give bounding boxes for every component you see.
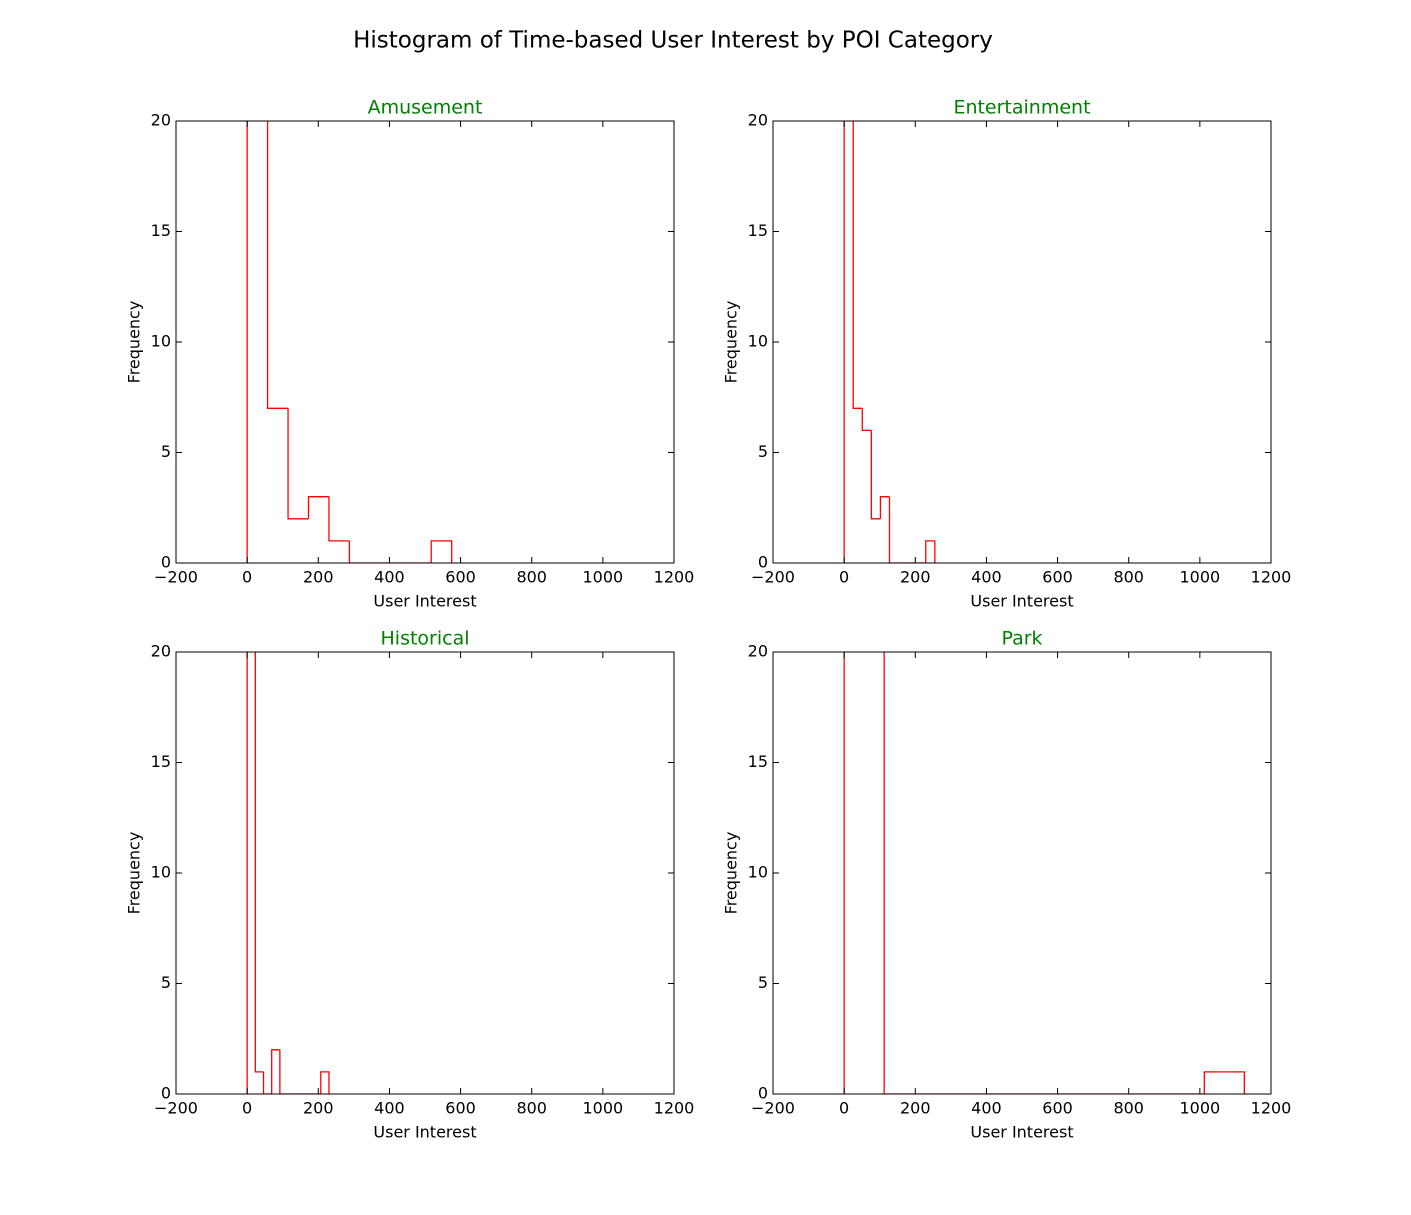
x-tick-label: 800 (516, 1099, 547, 1118)
x-tick-label: 1200 (1251, 568, 1292, 587)
x-tick-label: 800 (1113, 568, 1144, 587)
x-tick-label: 0 (242, 568, 252, 587)
y-tick-label: 20 (748, 111, 768, 130)
plot-area (843, 121, 936, 563)
y-tick-label: 5 (161, 973, 171, 992)
x-tick-label: 400 (971, 568, 1002, 587)
x-tick-label: 1200 (1251, 1099, 1292, 1118)
plot-area (843, 652, 1245, 1094)
x-tick-label: 600 (445, 568, 476, 587)
x-axis-label: User Interest (373, 592, 476, 611)
axes-title: Entertainment (953, 97, 1090, 119)
x-tick-label: 800 (516, 568, 547, 587)
x-tick-label: 1000 (582, 1099, 623, 1118)
axes-title: Historical (381, 628, 470, 650)
x-tick-label: 800 (1113, 1099, 1144, 1118)
x-tick-label: 600 (1042, 568, 1073, 587)
y-tick-label: 15 (151, 221, 171, 240)
x-tick-label: 1000 (1179, 1099, 1220, 1118)
histogram-bin (328, 496, 350, 542)
x-tick-label: −200 (154, 568, 198, 587)
x-tick-label: 1000 (1179, 568, 1220, 587)
histogram-bin (430, 540, 453, 563)
x-tick-label: 200 (900, 568, 931, 587)
histogram-bin (1203, 1071, 1245, 1094)
y-tick-label: 0 (161, 1084, 171, 1103)
y-tick-label: 15 (748, 752, 768, 771)
figure-title: Histogram of Time-based User Interest by… (353, 28, 993, 54)
x-axis-label: User Interest (970, 592, 1073, 611)
histogram-bin (287, 408, 309, 520)
y-tick-label: 20 (151, 111, 171, 130)
x-tick-label: 200 (900, 1099, 931, 1118)
histogram-bin (266, 121, 289, 409)
y-axis-label: Frequency (722, 301, 741, 384)
y-tick-label: 5 (758, 973, 768, 992)
y-axis-label: Frequency (125, 301, 144, 384)
x-tick-label: 400 (374, 568, 405, 587)
histogram-bin (861, 408, 872, 432)
histogram-bin (307, 496, 329, 519)
plot-area (246, 652, 330, 1094)
plot-area (246, 121, 453, 563)
x-tick-label: 1000 (582, 568, 623, 587)
axes-title: Park (1001, 628, 1042, 650)
x-tick-label: 0 (839, 568, 849, 587)
histogram-bin (348, 540, 370, 563)
y-tick-label: 5 (758, 442, 768, 461)
histogram-bin (870, 430, 881, 520)
x-tick-label: 200 (303, 568, 334, 587)
x-tick-label: −200 (154, 1099, 198, 1118)
x-tick-label: 1200 (654, 568, 695, 587)
histogram-bin (888, 496, 899, 563)
x-axis-label: User Interest (373, 1123, 476, 1142)
y-tick-label: 10 (151, 332, 171, 351)
x-tick-label: 0 (242, 1099, 252, 1118)
x-tick-label: 200 (303, 1099, 334, 1118)
x-tick-label: 400 (374, 1099, 405, 1118)
y-axis-label: Frequency (125, 832, 144, 915)
y-tick-label: 15 (748, 221, 768, 240)
y-tick-label: 15 (151, 752, 171, 771)
axes-title: Amusement (368, 97, 483, 119)
histogram-bin (254, 652, 264, 1073)
y-axis-label: Frequency (722, 832, 741, 915)
y-tick-label: 0 (758, 553, 768, 572)
x-tick-label: 400 (971, 1099, 1002, 1118)
x-axis-label: User Interest (970, 1123, 1073, 1142)
histogram-bin (246, 652, 248, 1094)
histogram-bin (246, 121, 248, 563)
histogram-bin (271, 1049, 280, 1094)
x-tick-label: 1200 (654, 1099, 695, 1118)
x-tick-label: −200 (751, 1099, 795, 1118)
y-tick-label: 0 (161, 553, 171, 572)
histogram-bin (879, 496, 890, 519)
y-tick-label: 0 (758, 1084, 768, 1103)
x-tick-label: 600 (445, 1099, 476, 1118)
histogram-bin (279, 1049, 289, 1094)
histogram-bin (852, 121, 863, 409)
y-tick-label: 20 (748, 642, 768, 661)
x-tick-label: 600 (1042, 1099, 1073, 1118)
y-tick-label: 20 (151, 642, 171, 661)
y-tick-label: 10 (151, 863, 171, 882)
y-tick-label: 10 (748, 863, 768, 882)
x-tick-label: −200 (751, 568, 795, 587)
histogram-bin (925, 540, 936, 563)
y-tick-label: 10 (748, 332, 768, 351)
histogram-bin (320, 1071, 330, 1094)
y-tick-label: 5 (161, 442, 171, 461)
histogram-bin (843, 121, 845, 563)
histogram-bin (262, 1071, 272, 1094)
x-tick-label: 0 (839, 1099, 849, 1118)
